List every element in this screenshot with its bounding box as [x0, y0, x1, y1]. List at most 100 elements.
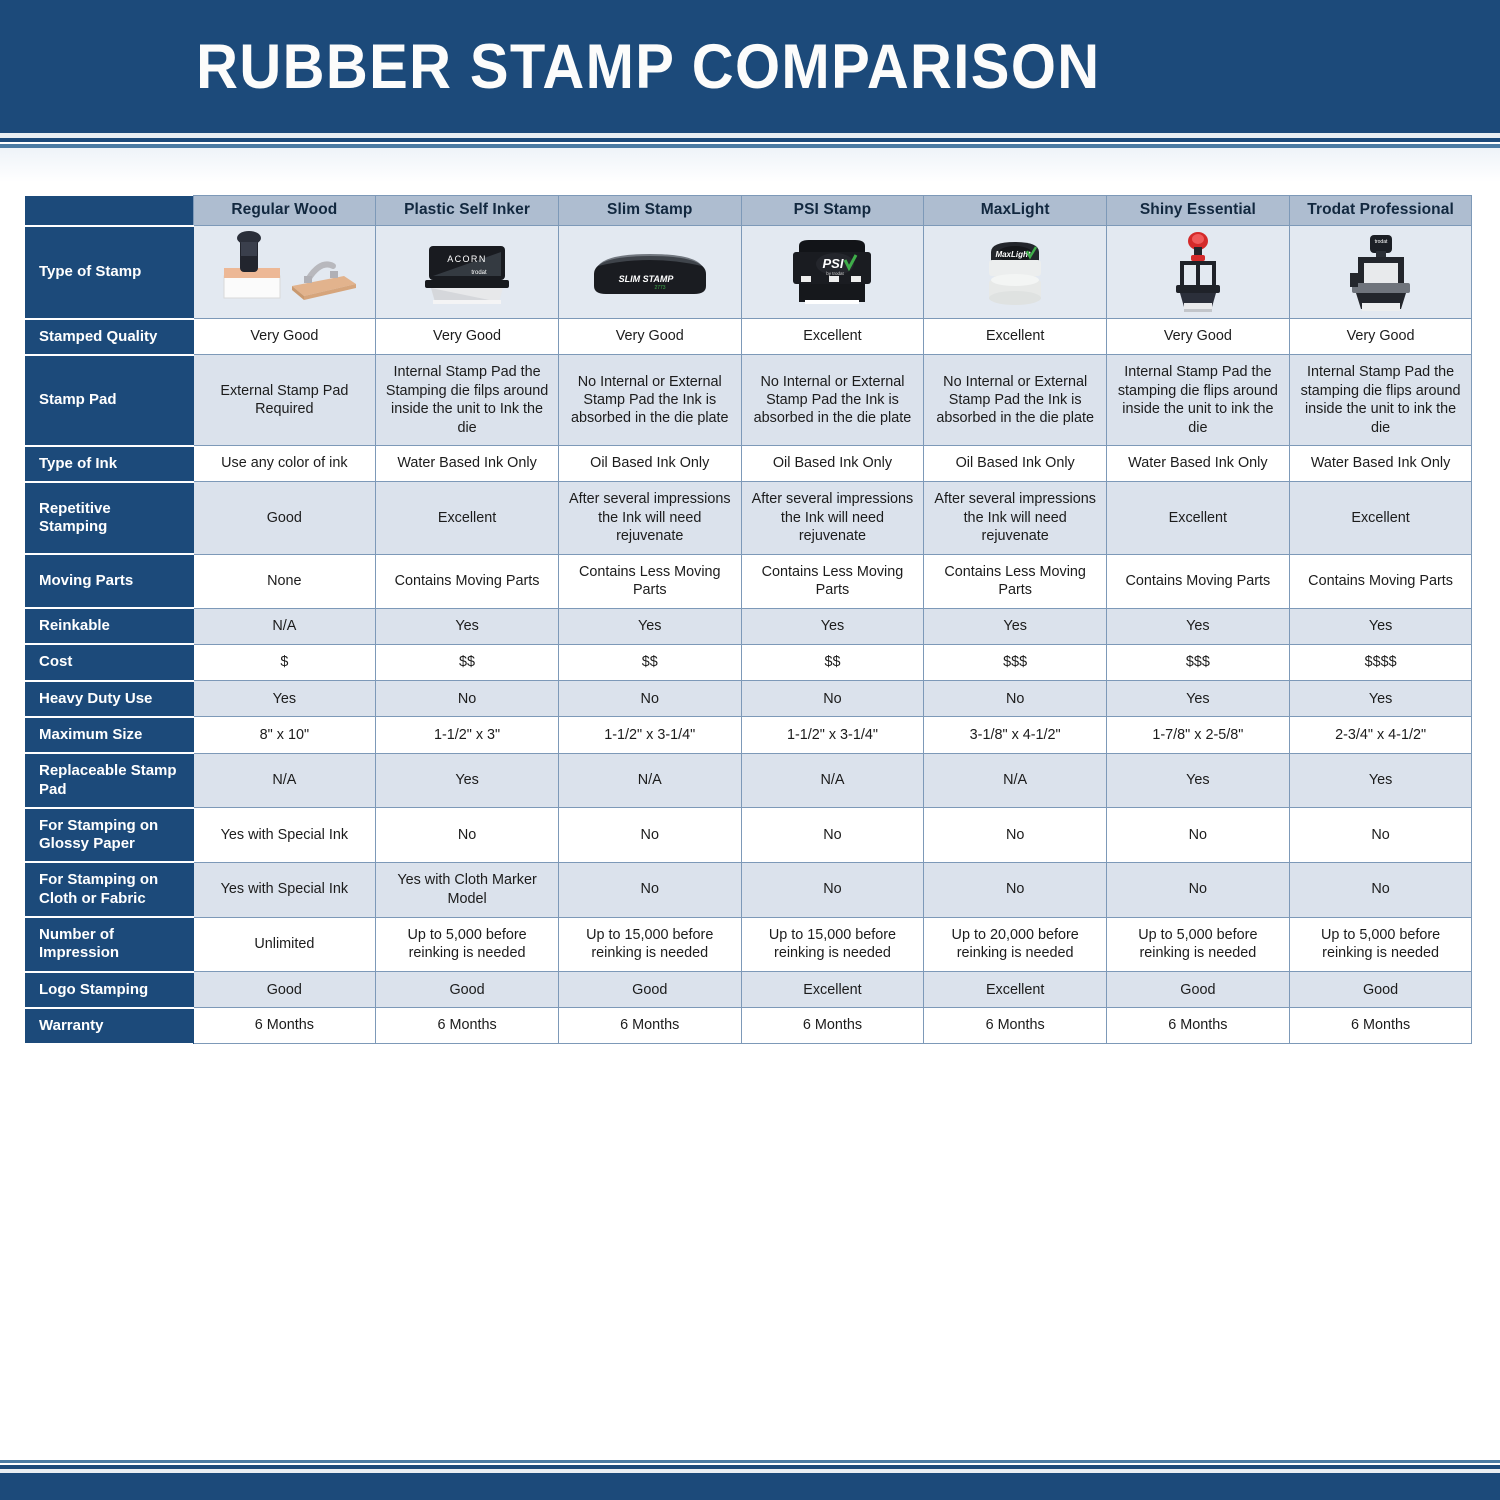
cell-moving-parts-regular-wood: None: [192, 553, 377, 609]
cell-number-of-impression-regular-wood: Unlimited: [192, 916, 377, 973]
table-row: Type of Stamp: [25, 224, 1473, 319]
table-row: Warranty 6 Months 6 Months 6 Months 6 Mo…: [25, 1006, 1473, 1044]
cell-stamp-pad-slim-stamp: No Internal or External Stamp Pad the In…: [557, 354, 742, 447]
cell-number-of-impression-trodat-professional: Up to 5,000 before reinking is needed: [1288, 916, 1473, 973]
plastic-self-inker-icon: ACORN trodat: [378, 228, 556, 316]
header-divider-line-4: [0, 144, 1500, 148]
cell-cloth-fabric-trodat-professional: No: [1288, 861, 1473, 918]
cell-reinkable-slim-stamp: Yes: [557, 607, 742, 645]
cell-warranty-plastic-self-inker: 6 Months: [375, 1007, 559, 1044]
cell-replaceable-stamp-pad-slim-stamp: N/A: [557, 752, 742, 809]
cell-moving-parts-trodat-professional: Contains Moving Parts: [1288, 553, 1473, 609]
svg-text:2773: 2773: [654, 285, 665, 291]
cell-repetitive-stamping-slim-stamp: After several impressions the Ink will n…: [557, 481, 742, 555]
header-divider-line-3: [0, 142, 1500, 144]
row-label-logo-stamping: Logo Stamping: [25, 970, 194, 1008]
psi-stamp-icon: PSI by trodat: [744, 228, 922, 316]
cell-type-of-ink-maxlight: Oil Based Ink Only: [923, 445, 1108, 483]
cell-stamp-pad-regular-wood: External Stamp Pad Required: [192, 354, 377, 447]
svg-text:trodat: trodat: [1374, 239, 1387, 245]
cell-reinkable-plastic-self-inker: Yes: [375, 607, 559, 645]
cell-glossy-paper-plastic-self-inker: No: [375, 807, 559, 863]
cell-reinkable-maxlight: Yes: [923, 607, 1108, 645]
cell-number-of-impression-maxlight: Up to 20,000 before reinking is needed: [923, 916, 1108, 973]
cell-type-of-stamp-regular-wood: [192, 225, 377, 319]
page-header-banner: RUBBER STAMP COMPARISON: [0, 0, 1500, 133]
row-label-type-of-stamp: Type of Stamp: [25, 224, 194, 319]
table-row: Heavy Duty Use Yes No No No No Yes Yes: [25, 679, 1473, 718]
row-label-stamp-pad: Stamp Pad: [25, 353, 194, 446]
cell-replaceable-stamp-pad-regular-wood: N/A: [192, 752, 377, 809]
cell-type-of-stamp-slim-stamp: SLIM STAMP 2773: [557, 225, 742, 319]
footer-divider-line-3: [0, 1465, 1500, 1469]
cell-heavy-duty-use-trodat-professional: Yes: [1288, 680, 1473, 718]
cell-heavy-duty-use-psi-stamp: No: [740, 680, 925, 718]
cell-replaceable-stamp-pad-maxlight: N/A: [923, 752, 1108, 809]
cell-logo-stamping-slim-stamp: Good: [557, 971, 742, 1009]
column-header-slim-stamp: Slim Stamp: [557, 195, 742, 226]
cell-repetitive-stamping-plastic-self-inker: Excellent: [375, 481, 559, 555]
table-row: Number of Impression Unlimited Up to 5,0…: [25, 916, 1473, 973]
cell-stamped-quality-shiny-essential: Very Good: [1106, 317, 1290, 356]
cell-type-of-ink-trodat-professional: Water Based Ink Only: [1288, 445, 1473, 483]
svg-text:MaxLight: MaxLight: [996, 250, 1031, 259]
cell-warranty-slim-stamp: 6 Months: [557, 1007, 742, 1044]
cell-moving-parts-maxlight: Contains Less Moving Parts: [923, 553, 1108, 609]
row-label-moving-parts: Moving Parts: [25, 553, 194, 609]
trodat-professional-stamp-icon: trodat: [1292, 228, 1470, 316]
cell-repetitive-stamping-regular-wood: Good: [192, 481, 377, 555]
cell-type-of-ink-slim-stamp: Oil Based Ink Only: [557, 445, 742, 483]
svg-text:trodat: trodat: [471, 270, 487, 276]
column-header-trodat-professional: Trodat Professional: [1288, 195, 1473, 226]
cell-type-of-stamp-trodat-professional: trodat: [1288, 225, 1473, 319]
cell-warranty-maxlight: 6 Months: [923, 1007, 1108, 1044]
cell-cost-plastic-self-inker: $$: [375, 643, 559, 682]
cell-replaceable-stamp-pad-plastic-self-inker: Yes: [375, 752, 559, 809]
cell-glossy-paper-trodat-professional: No: [1288, 807, 1473, 863]
cell-stamped-quality-maxlight: Excellent: [923, 317, 1108, 356]
cell-glossy-paper-shiny-essential: No: [1106, 807, 1290, 863]
cell-logo-stamping-regular-wood: Good: [192, 971, 377, 1009]
table-row: Reinkable N/A Yes Yes Yes Yes Yes Yes: [25, 607, 1473, 645]
column-header-shiny-essential: Shiny Essential: [1106, 195, 1290, 226]
cell-cloth-fabric-slim-stamp: No: [557, 861, 742, 918]
cell-stamp-pad-plastic-self-inker: Internal Stamp Pad the Stamping die filp…: [375, 354, 559, 447]
comparison-table-container: Regular Wood Plastic Self Inker Slim Sta…: [25, 195, 1473, 1044]
cell-warranty-regular-wood: 6 Months: [192, 1007, 377, 1044]
cell-reinkable-shiny-essential: Yes: [1106, 607, 1290, 645]
cell-cloth-fabric-plastic-self-inker: Yes with Cloth Marker Model: [375, 861, 559, 918]
cell-logo-stamping-trodat-professional: Good: [1288, 971, 1473, 1009]
table-row: Repetitive Stamping Good Excellent After…: [25, 480, 1473, 555]
cell-type-of-stamp-psi-stamp: PSI by trodat: [740, 225, 925, 319]
table-row: Maximum Size 8" x 10" 1-1/2" x 3" 1-1/2"…: [25, 715, 1473, 754]
cell-stamp-pad-shiny-essential: Internal Stamp Pad the stamping die flip…: [1106, 354, 1290, 447]
table-row: Moving Parts None Contains Moving Parts …: [25, 553, 1473, 609]
row-label-cost: Cost: [25, 643, 194, 681]
row-label-maximum-size: Maximum Size: [25, 715, 194, 754]
column-header-maxlight: MaxLight: [923, 195, 1108, 226]
cell-type-of-stamp-maxlight: MaxLight: [923, 225, 1108, 319]
cell-stamped-quality-regular-wood: Very Good: [192, 317, 377, 356]
table-row: Stamp Pad External Stamp Pad Required In…: [25, 353, 1473, 447]
cell-stamp-pad-maxlight: No Internal or External Stamp Pad the In…: [923, 354, 1108, 447]
cell-cloth-fabric-psi-stamp: No: [740, 861, 925, 918]
cell-type-of-ink-shiny-essential: Water Based Ink Only: [1106, 445, 1290, 483]
cell-stamped-quality-psi-stamp: Excellent: [740, 317, 925, 356]
svg-text:PSI: PSI: [823, 256, 844, 271]
svg-text:SLIM STAMP: SLIM STAMP: [618, 274, 674, 284]
header-gradient-fade: [0, 148, 1500, 182]
page-title: RUBBER STAMP COMPARISON: [196, 31, 1101, 102]
column-header-plastic-self-inker: Plastic Self Inker: [375, 195, 559, 226]
cell-type-of-ink-psi-stamp: Oil Based Ink Only: [740, 445, 925, 483]
cell-number-of-impression-shiny-essential: Up to 5,000 before reinking is needed: [1106, 916, 1290, 973]
cell-stamp-pad-psi-stamp: No Internal or External Stamp Pad the In…: [740, 354, 925, 447]
cell-reinkable-trodat-professional: Yes: [1288, 607, 1473, 645]
table-row: Logo Stamping Good Good Good Excellent E…: [25, 970, 1473, 1009]
cell-cloth-fabric-shiny-essential: No: [1106, 861, 1290, 918]
row-label-for-stamping-on-cloth-or-fabric: For Stamping on Cloth or Fabric: [25, 861, 194, 917]
cell-moving-parts-slim-stamp: Contains Less Moving Parts: [557, 553, 742, 609]
cell-moving-parts-shiny-essential: Contains Moving Parts: [1106, 553, 1290, 609]
column-header-psi-stamp: PSI Stamp: [740, 195, 925, 226]
cell-maximum-size-trodat-professional: 2-3/4" x 4-1/2": [1288, 716, 1473, 754]
